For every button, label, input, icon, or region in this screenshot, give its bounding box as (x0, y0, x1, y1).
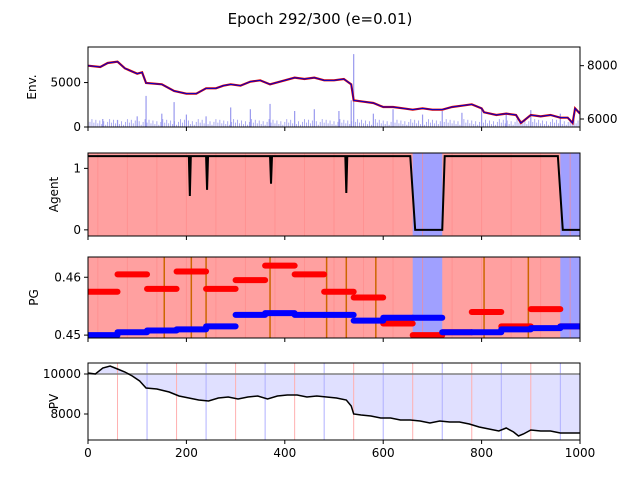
right-tick-label: 6000 (587, 112, 618, 126)
short-region (412, 257, 443, 338)
y-tick-label: 0.46 (54, 270, 81, 284)
y-tick-label: 1 (73, 161, 81, 175)
y-axis-label: Env. (25, 74, 39, 99)
plot-area-pv (88, 363, 580, 440)
panel-pg: 0.45 0.46 PG (27, 256, 581, 342)
x-tick-label: 400 (273, 446, 296, 460)
x-tick-label: 800 (470, 446, 493, 460)
y-tick-label: 10000 (43, 367, 81, 381)
axes-frame (87, 152, 581, 237)
y-tick-label: 0 (73, 223, 81, 237)
figure-title: Epoch 292/300 (e=0.01) (228, 10, 413, 28)
axes-frame (87, 46, 581, 128)
axes-frame (87, 256, 581, 339)
x-tick-label: 1000 (565, 446, 596, 460)
x-tick-label: 0 (84, 446, 92, 460)
short-region (412, 153, 443, 236)
y-tick-label: 0 (73, 120, 81, 134)
agent-action-line (88, 155, 580, 231)
axes-frame (87, 362, 581, 441)
x-tick-label: 600 (372, 446, 395, 460)
pv-line (88, 365, 580, 437)
pv-fill (88, 366, 580, 436)
right-tick-label: 8000 (587, 59, 618, 73)
plot-area-env (88, 54, 580, 127)
y-axis-label: PV (47, 393, 61, 409)
y-tick-label: 8000 (50, 407, 81, 421)
y-axis-label: PG (27, 289, 41, 306)
y-tick-label: 0.45 (54, 328, 81, 342)
panel-env: 6000 8000 0 5000 Env. (25, 46, 618, 134)
y-axis-label: Agent (47, 176, 61, 212)
panel-pv: 0 200 400 600 800 1000 8000 10000 PV (43, 362, 596, 460)
price-line (88, 61, 580, 125)
panel-agent: 0 1 Agent (47, 152, 581, 240)
plot-area-pg (88, 257, 580, 338)
x-tick-label: 200 (175, 446, 198, 460)
plot-area-agent (88, 153, 580, 236)
y-tick-label: 5000 (50, 76, 81, 90)
